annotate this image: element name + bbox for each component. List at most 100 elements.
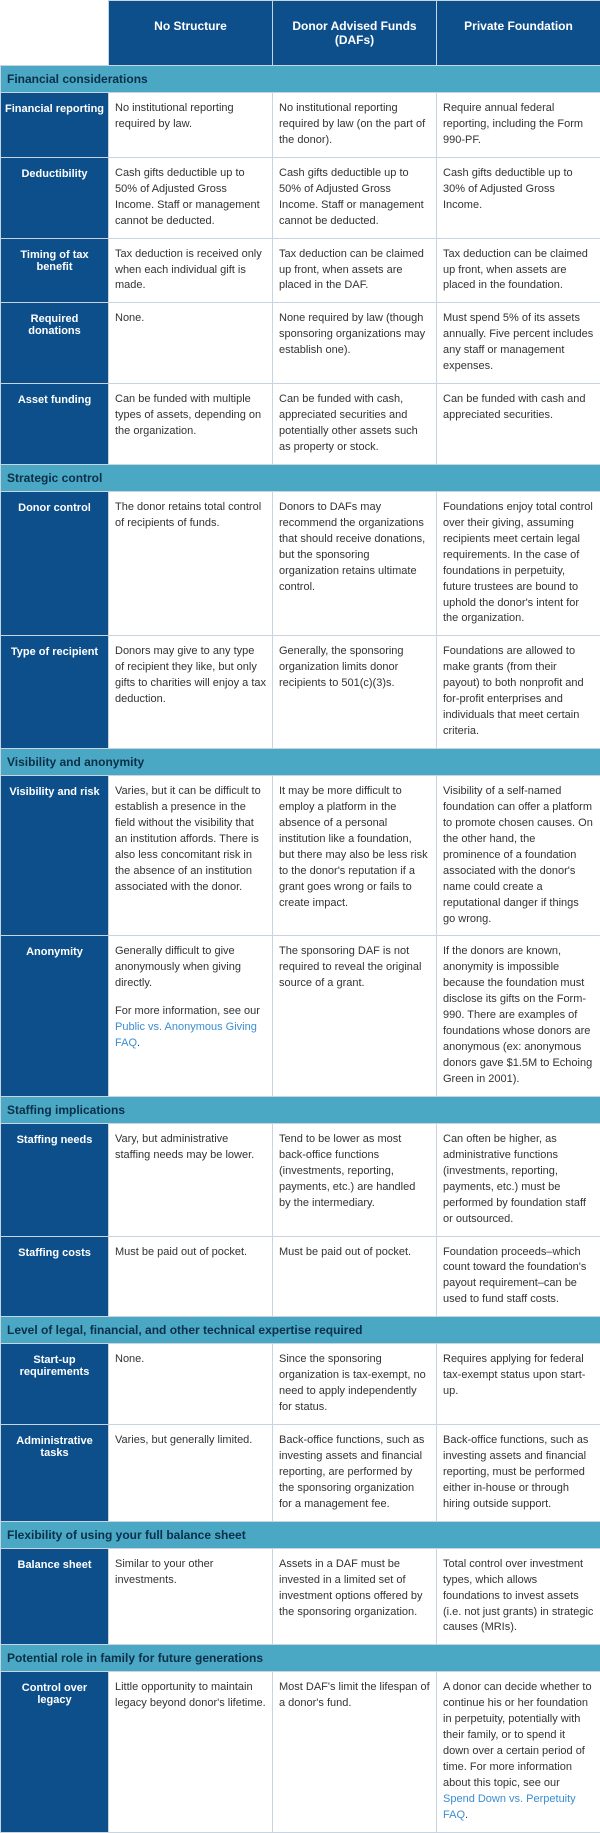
section-staffing: Staffing implications [1,1096,600,1123]
row-label: Type of recipient [1,636,109,749]
row-label: Balance sheet [1,1548,109,1645]
cell: Generally difficult to give anonymously … [109,936,273,1096]
cell: The donor retains total control of recip… [109,491,273,636]
row-label: Donor control [1,491,109,636]
cell: Foundations enjoy total control over the… [437,491,600,636]
cell: None. [109,1344,273,1425]
cell: Foundation proceeds–which count toward t… [437,1236,600,1317]
section-flex: Flexibility of using your full balance s… [1,1521,600,1548]
row-label: Staffing costs [1,1236,109,1317]
cell: Can be funded with cash and appreciated … [437,384,600,465]
row-label: Visibility and risk [1,776,109,936]
section-financial: Financial considerations [1,66,600,93]
row-label: Financial reporting [1,93,109,158]
cell: Must spend 5% of its assets annually. Fi… [437,303,600,384]
cell: Tax deduction can be claimed up front, w… [437,238,600,303]
table-row: Asset funding Can be funded with multipl… [1,384,600,465]
section-family: Potential role in family for future gene… [1,1645,600,1672]
text-fragment: . [137,1037,140,1049]
section-label: Level of legal, financial, and other tec… [1,1317,600,1344]
cell: Cash gifts deductible up to 50% of Adjus… [109,157,273,238]
table-row: Deductibility Cash gifts deductible up t… [1,157,600,238]
cell: Must be paid out of pocket. [109,1236,273,1317]
section-strategic: Strategic control [1,464,600,491]
table-row: Anonymity Generally difficult to give an… [1,936,600,1096]
table-row: Timing of tax benefit Tax deduction is r… [1,238,600,303]
section-visibility: Visibility and anonymity [1,749,600,776]
table-row: Type of recipient Donors may give to any… [1,636,600,749]
cell: Back-office functions, such as investing… [437,1425,600,1522]
cell: Can often be higher, as administrative f… [437,1123,600,1236]
cell: It may be more difficult to employ a pla… [273,776,437,936]
cell: Similar to your other investments. [109,1548,273,1645]
cell: The sponsoring DAF is not required to re… [273,936,437,1096]
table-row: Visibility and risk Varies, but it can b… [1,776,600,936]
table-row: Start-up requirements None. Since the sp… [1,1344,600,1425]
spend-down-link[interactable]: Spend Down vs. Perpetuity FAQ [443,1793,576,1821]
cell: Foundations are allowed to make grants (… [437,636,600,749]
cell: Cash gifts deductible up to 50% of Adjus… [273,157,437,238]
table-row: Required donations None. None required b… [1,303,600,384]
cell: Requires applying for federal tax-exempt… [437,1344,600,1425]
text-fragment: A donor can decide whether to continue h… [443,1681,592,1789]
cell: Tax deduction is received only when each… [109,238,273,303]
table-row: Staffing costs Must be paid out of pocke… [1,1236,600,1317]
table-row: Financial reporting No institutional rep… [1,93,600,158]
cell: Since the sponsoring organization is tax… [273,1344,437,1425]
section-label: Visibility and anonymity [1,749,600,776]
cell: Must be paid out of pocket. [273,1236,437,1317]
section-label: Flexibility of using your full balance s… [1,1521,600,1548]
cell: Generally, the sponsoring organization l… [273,636,437,749]
row-label: Deductibility [1,157,109,238]
cell: Visibility of a self-named foundation ca… [437,776,600,936]
text-fragment: For more information, see our [115,1005,260,1017]
cell: Tax deduction can be claimed up front, w… [273,238,437,303]
section-legal: Level of legal, financial, and other tec… [1,1317,600,1344]
header-corner [1,1,109,66]
section-label: Potential role in family for future gene… [1,1645,600,1672]
cell: No institutional reporting required by l… [109,93,273,158]
table-row: Balance sheet Similar to your other inve… [1,1548,600,1645]
comparison-table: No Structure Donor Advised Funds (DAFs) … [0,0,600,1833]
cell: No institutional reporting required by l… [273,93,437,158]
cell: Donors to DAFs may recommend the organiz… [273,491,437,636]
cell-text: Generally difficult to give anonymously … [115,944,266,992]
cell: Assets in a DAF must be invested in a li… [273,1548,437,1645]
row-label: Required donations [1,303,109,384]
table-row: Control over legacy Little opportunity t… [1,1672,600,1832]
row-label: Timing of tax benefit [1,238,109,303]
row-label: Asset funding [1,384,109,465]
cell: Can be funded with multiple types of ass… [109,384,273,465]
cell-text: For more information, see our Public vs.… [115,1004,266,1052]
row-label: Staffing needs [1,1123,109,1236]
cell: None. [109,303,273,384]
row-label: Start-up requirements [1,1344,109,1425]
col-no-structure: No Structure [109,1,273,66]
col-daf: Donor Advised Funds (DAFs) [273,1,437,66]
section-label: Financial considerations [1,66,600,93]
cell: Varies, but it can be difficult to estab… [109,776,273,936]
cell: Back-office functions, such as investing… [273,1425,437,1522]
cell: Cash gifts deductible up to 30% of Adjus… [437,157,600,238]
section-label: Staffing implications [1,1096,600,1123]
cell: Vary, but administrative staffing needs … [109,1123,273,1236]
text-fragment: . [465,1809,468,1821]
col-private-foundation: Private Foundation [437,1,600,66]
header-row: No Structure Donor Advised Funds (DAFs) … [1,1,600,66]
cell: Donors may give to any type of recipient… [109,636,273,749]
table-row: Administrative tasks Varies, but general… [1,1425,600,1522]
table-row: Donor control The donor retains total co… [1,491,600,636]
cell: Tend to be lower as most back-office fun… [273,1123,437,1236]
cell: Varies, but generally limited. [109,1425,273,1522]
row-label: Administrative tasks [1,1425,109,1522]
cell: A donor can decide whether to continue h… [437,1672,600,1832]
cell: None required by law (though sponsoring … [273,303,437,384]
cell: If the donors are known, anonymity is im… [437,936,600,1096]
cell: Most DAF's limit the lifespan of a donor… [273,1672,437,1832]
table-row: Staffing needs Vary, but administrative … [1,1123,600,1236]
row-label: Anonymity [1,936,109,1096]
row-label: Control over legacy [1,1672,109,1832]
section-label: Strategic control [1,464,600,491]
cell: Total control over investment types, whi… [437,1548,600,1645]
cell: Can be funded with cash, appreciated sec… [273,384,437,465]
